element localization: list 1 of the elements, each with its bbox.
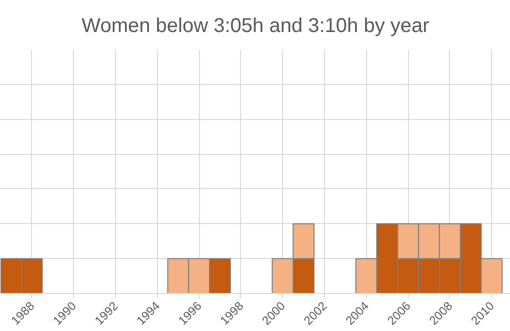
chart-title: Women below 3:05h and 3:10h by year — [82, 15, 430, 37]
